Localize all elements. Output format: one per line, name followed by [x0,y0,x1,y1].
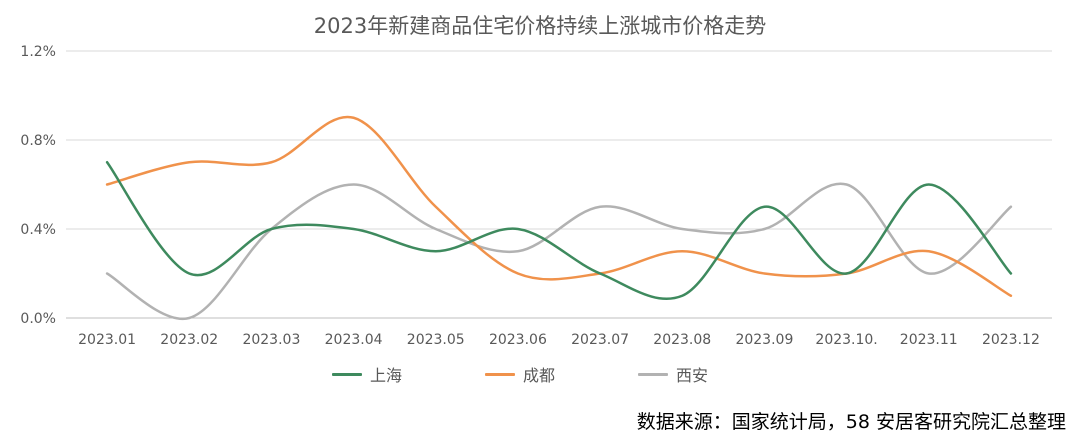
x-tick-label: 2023.05 [407,332,465,348]
y-tick-label: 0.4% [20,222,56,238]
legend: 上海 成都 西安 [0,362,1080,386]
x-tick-label: 2023.06 [489,332,547,348]
x-axis-ticks: 2023.01 2023.02 2023.03 2023.04 2023.05 2023.… [78,332,1040,348]
y-tick-label: 1.2% [20,44,56,60]
series-line-0 [105,161,1013,301]
series-line-1 [105,115,1013,297]
series-line-2 [105,182,1013,321]
y-tick-label: 0.0% [20,311,56,327]
x-tick-label: 2023.03 [242,332,300,348]
x-tick-label: 2023.11 [900,332,958,348]
legend-item-shanghai: 上海 [332,362,402,386]
x-tick-label: 2023.02 [160,332,218,348]
y-axis-ticks: 0.0% 0.4% 0.8% 1.2% [20,44,56,327]
legend-swatch-shanghai [332,372,362,376]
x-tick-label: 2023.01 [78,332,136,348]
x-tick-label: 2023.10. [815,332,877,348]
x-tick-label: 2023.07 [571,332,629,348]
legend-item-xian: 西安 [638,362,708,386]
y-tick-label: 0.8% [20,133,56,149]
chart-title: 2023年新建商品住宅价格持续上涨城市价格走势 [313,14,767,38]
x-tick-label: 2023.04 [325,332,383,348]
series-lines [105,115,1013,321]
x-tick-label: 2023.09 [735,332,793,348]
legend-item-chengdu: 成都 [485,362,555,386]
legend-label-chengdu: 成都 [523,366,556,385]
legend-label-shanghai: 上海 [370,366,403,385]
source-note: 数据来源：国家统计局，58 安居客研究院汇总整理 [636,411,1066,433]
x-tick-label: 2023.12 [982,332,1040,348]
legend-swatch-chengdu [485,372,515,376]
legend-label-xian: 西安 [676,366,709,385]
x-tick-label: 2023.08 [653,332,711,348]
legend-swatch-xian [638,372,668,376]
